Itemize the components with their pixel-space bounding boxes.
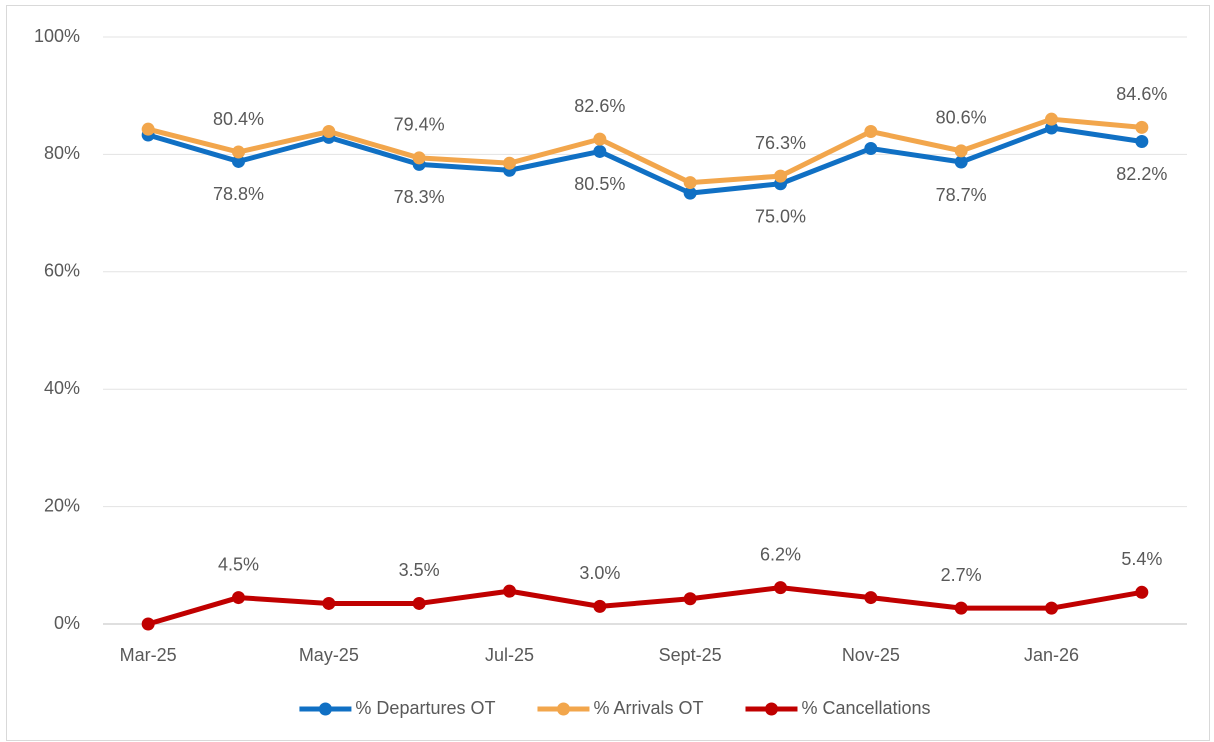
data-point [232, 154, 245, 168]
data-point [232, 591, 245, 605]
data-point [1135, 120, 1149, 134]
data-point [683, 592, 697, 606]
data-point [774, 169, 787, 183]
data-point [864, 125, 878, 139]
data-point [503, 156, 516, 170]
chart-frame [6, 5, 1210, 741]
legend-label: % Arrivals OT [593, 698, 703, 718]
x-tick-label: Nov-25 [842, 645, 900, 665]
data-point [412, 151, 426, 165]
x-tick-label: May-25 [299, 645, 359, 665]
data-label: 79.4% [394, 115, 445, 135]
data-label: 82.2% [1116, 164, 1167, 184]
y-tick-label: 100% [34, 26, 80, 46]
data-label: 76.3% [755, 133, 806, 153]
data-label: 78.7% [936, 185, 987, 205]
data-point [141, 122, 155, 136]
legend-label: % Cancellations [801, 698, 930, 718]
data-label: 3.0% [579, 563, 620, 583]
data-point [864, 142, 878, 156]
data-label: 80.5% [574, 174, 625, 194]
legend-label: % Departures OT [355, 698, 495, 718]
data-label: 80.6% [936, 108, 987, 128]
y-tick-label: 80% [44, 143, 80, 163]
data-point [864, 591, 878, 605]
data-point [412, 596, 426, 610]
data-point [141, 617, 155, 631]
data-point [232, 145, 245, 159]
data-point [503, 584, 516, 598]
legend: % Departures OT % Arrivals OT % Cancellati… [299, 698, 931, 718]
data-label: 78.8% [213, 184, 264, 204]
x-tick-label: Jan-26 [1024, 645, 1079, 665]
data-point [322, 596, 336, 610]
legend-marker [318, 702, 332, 716]
data-point [774, 581, 787, 595]
data-label: 78.3% [394, 187, 445, 207]
series-line [147, 125, 1143, 196]
data-point [593, 144, 607, 158]
data-point [593, 599, 607, 613]
y-tick-label: 20% [44, 495, 80, 515]
data-point [683, 186, 697, 200]
y-tick-label: 0% [54, 613, 80, 633]
data-point [1135, 134, 1149, 148]
data-label: 84.6% [1116, 84, 1167, 104]
data-point [322, 125, 336, 139]
data-label: 6.2% [760, 544, 801, 564]
data-label: 3.5% [399, 560, 440, 580]
data-point [954, 155, 968, 169]
data-point [593, 132, 607, 146]
data-label: 75.0% [755, 207, 806, 227]
data-point [1045, 112, 1058, 126]
legend-marker [764, 702, 778, 716]
data-label: 80.4% [213, 109, 264, 129]
y-tick-label: 40% [44, 378, 80, 398]
data-label: 5.4% [1121, 549, 1162, 569]
data-label: 82.6% [574, 96, 625, 116]
series-line [147, 585, 1143, 627]
x-tick-label: Mar-25 [120, 645, 177, 665]
data-point [954, 601, 968, 615]
data-point [683, 176, 697, 190]
x-tick-label: Sept-25 [659, 645, 722, 665]
data-point [1045, 601, 1058, 615]
data-point [1135, 585, 1149, 599]
y-tick-label: 60% [44, 261, 80, 281]
data-point [954, 144, 968, 158]
x-tick-label: Jul-25 [485, 645, 534, 665]
data-label: 4.5% [218, 554, 259, 574]
data-label: 2.7% [941, 565, 982, 585]
legend-marker [556, 702, 570, 716]
series-line [147, 116, 1143, 186]
